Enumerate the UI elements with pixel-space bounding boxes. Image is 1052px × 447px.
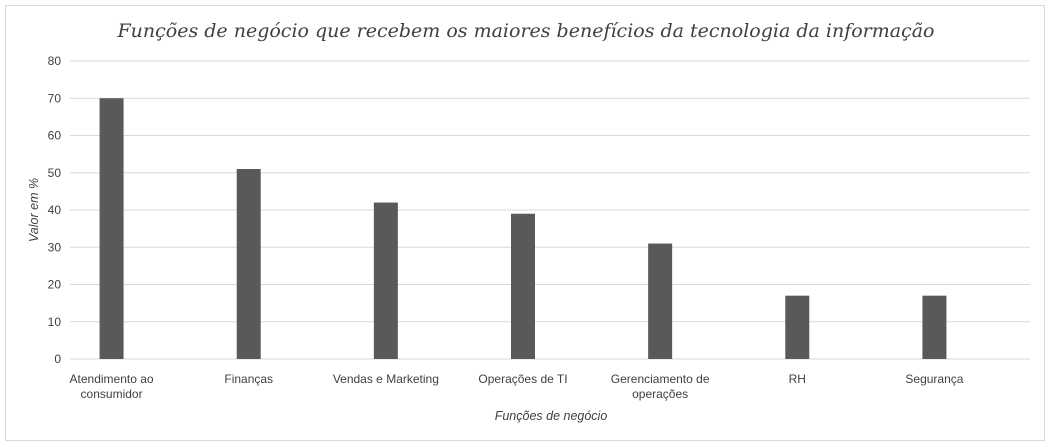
bar xyxy=(511,213,535,359)
x-tick-label: Gerenciamento de operações xyxy=(611,372,710,401)
y-tick-label: 40 xyxy=(48,203,62,217)
y-tick-label: 70 xyxy=(48,91,62,105)
chart-title: Funções de negócio que recebem os maiore… xyxy=(117,20,935,42)
x-axis-ticks: Atendimento ao consumidor Finanças Vendas e… xyxy=(70,372,964,401)
bar xyxy=(922,295,947,359)
x-axis-label: Funções de negócio xyxy=(495,409,608,423)
y-axis-label: Valor em % xyxy=(27,178,41,242)
y-tick-label: 60 xyxy=(48,129,62,143)
bar xyxy=(373,202,398,359)
x-tick-label: Vendas e Marketing xyxy=(333,372,439,386)
y-tick-label: 30 xyxy=(48,240,62,254)
y-tick-label: 20 xyxy=(48,278,62,292)
bars xyxy=(99,98,947,359)
y-tick-label: 0 xyxy=(54,352,61,366)
bar xyxy=(236,169,261,359)
x-tick-label: Finanças xyxy=(224,372,273,386)
bar xyxy=(785,295,810,359)
y-tick-label: 80 xyxy=(48,54,62,68)
y-tick-label: 50 xyxy=(48,166,62,180)
x-tick-label: Operações de TI xyxy=(478,372,567,386)
bar xyxy=(648,243,673,359)
x-tick-label: Segurança xyxy=(905,372,963,386)
y-axis-ticks: 0 10 20 30 40 50 60 70 80 xyxy=(48,54,62,366)
x-tick-label: RH xyxy=(789,372,806,386)
bar xyxy=(99,98,124,359)
x-tick-label: Atendimento ao consumidor xyxy=(70,372,154,401)
y-tick-label: 10 xyxy=(48,315,62,329)
gridlines xyxy=(70,60,1030,360)
